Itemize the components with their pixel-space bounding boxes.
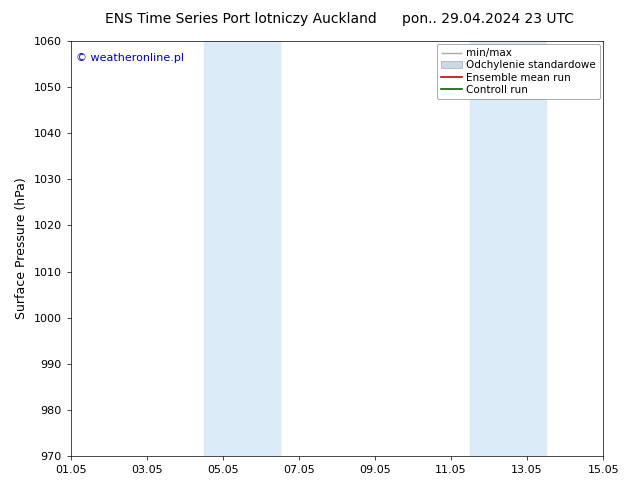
Bar <box>470 41 546 456</box>
Bar <box>204 41 280 456</box>
Legend: min/max, Odchylenie standardowe, Ensemble mean run, Controll run: min/max, Odchylenie standardowe, Ensembl… <box>437 44 600 99</box>
Y-axis label: Surface Pressure (hPa): Surface Pressure (hPa) <box>15 178 28 319</box>
Text: ENS Time Series Port lotniczy Auckland: ENS Time Series Port lotniczy Auckland <box>105 12 377 26</box>
Text: © weatheronline.pl: © weatheronline.pl <box>76 53 184 64</box>
Text: pon.. 29.04.2024 23 UTC: pon.. 29.04.2024 23 UTC <box>402 12 574 26</box>
